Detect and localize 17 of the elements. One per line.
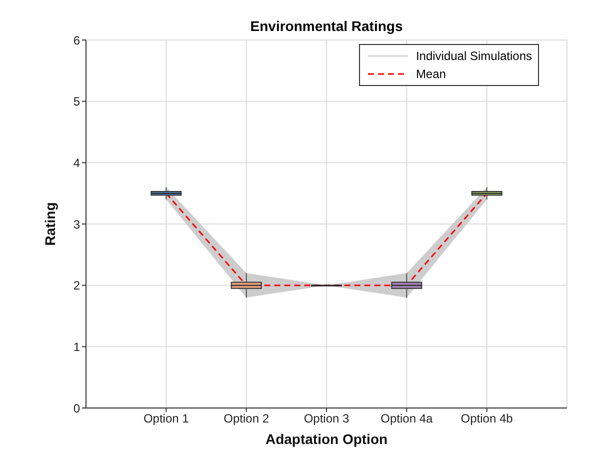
y-tick-label: 5 [73, 94, 80, 109]
x-tick-label: Option 4a [380, 412, 434, 426]
y-axis-title: Rating [42, 202, 58, 246]
y-tick-label: 4 [73, 156, 80, 170]
x-tick-label: Option 3 [304, 412, 350, 426]
y-tick-label: 3 [73, 217, 80, 232]
x-tick-label: Option 4b [460, 412, 514, 426]
y-tick-label: 1 [73, 340, 80, 354]
chart-title: Environmental Ratings [249, 18, 404, 34]
legend-label: Individual Simulations [416, 49, 532, 63]
y-tick-label: 0 [73, 401, 80, 416]
x-tick-label: Option 2 [224, 412, 270, 426]
legend-label: Mean [416, 67, 446, 81]
x-tick-label: Option 1 [143, 412, 190, 426]
x-axis-title: Adaptation Option [265, 431, 388, 447]
y-tick-label: 6 [73, 33, 80, 48]
y-tick-label: 2 [73, 278, 80, 293]
